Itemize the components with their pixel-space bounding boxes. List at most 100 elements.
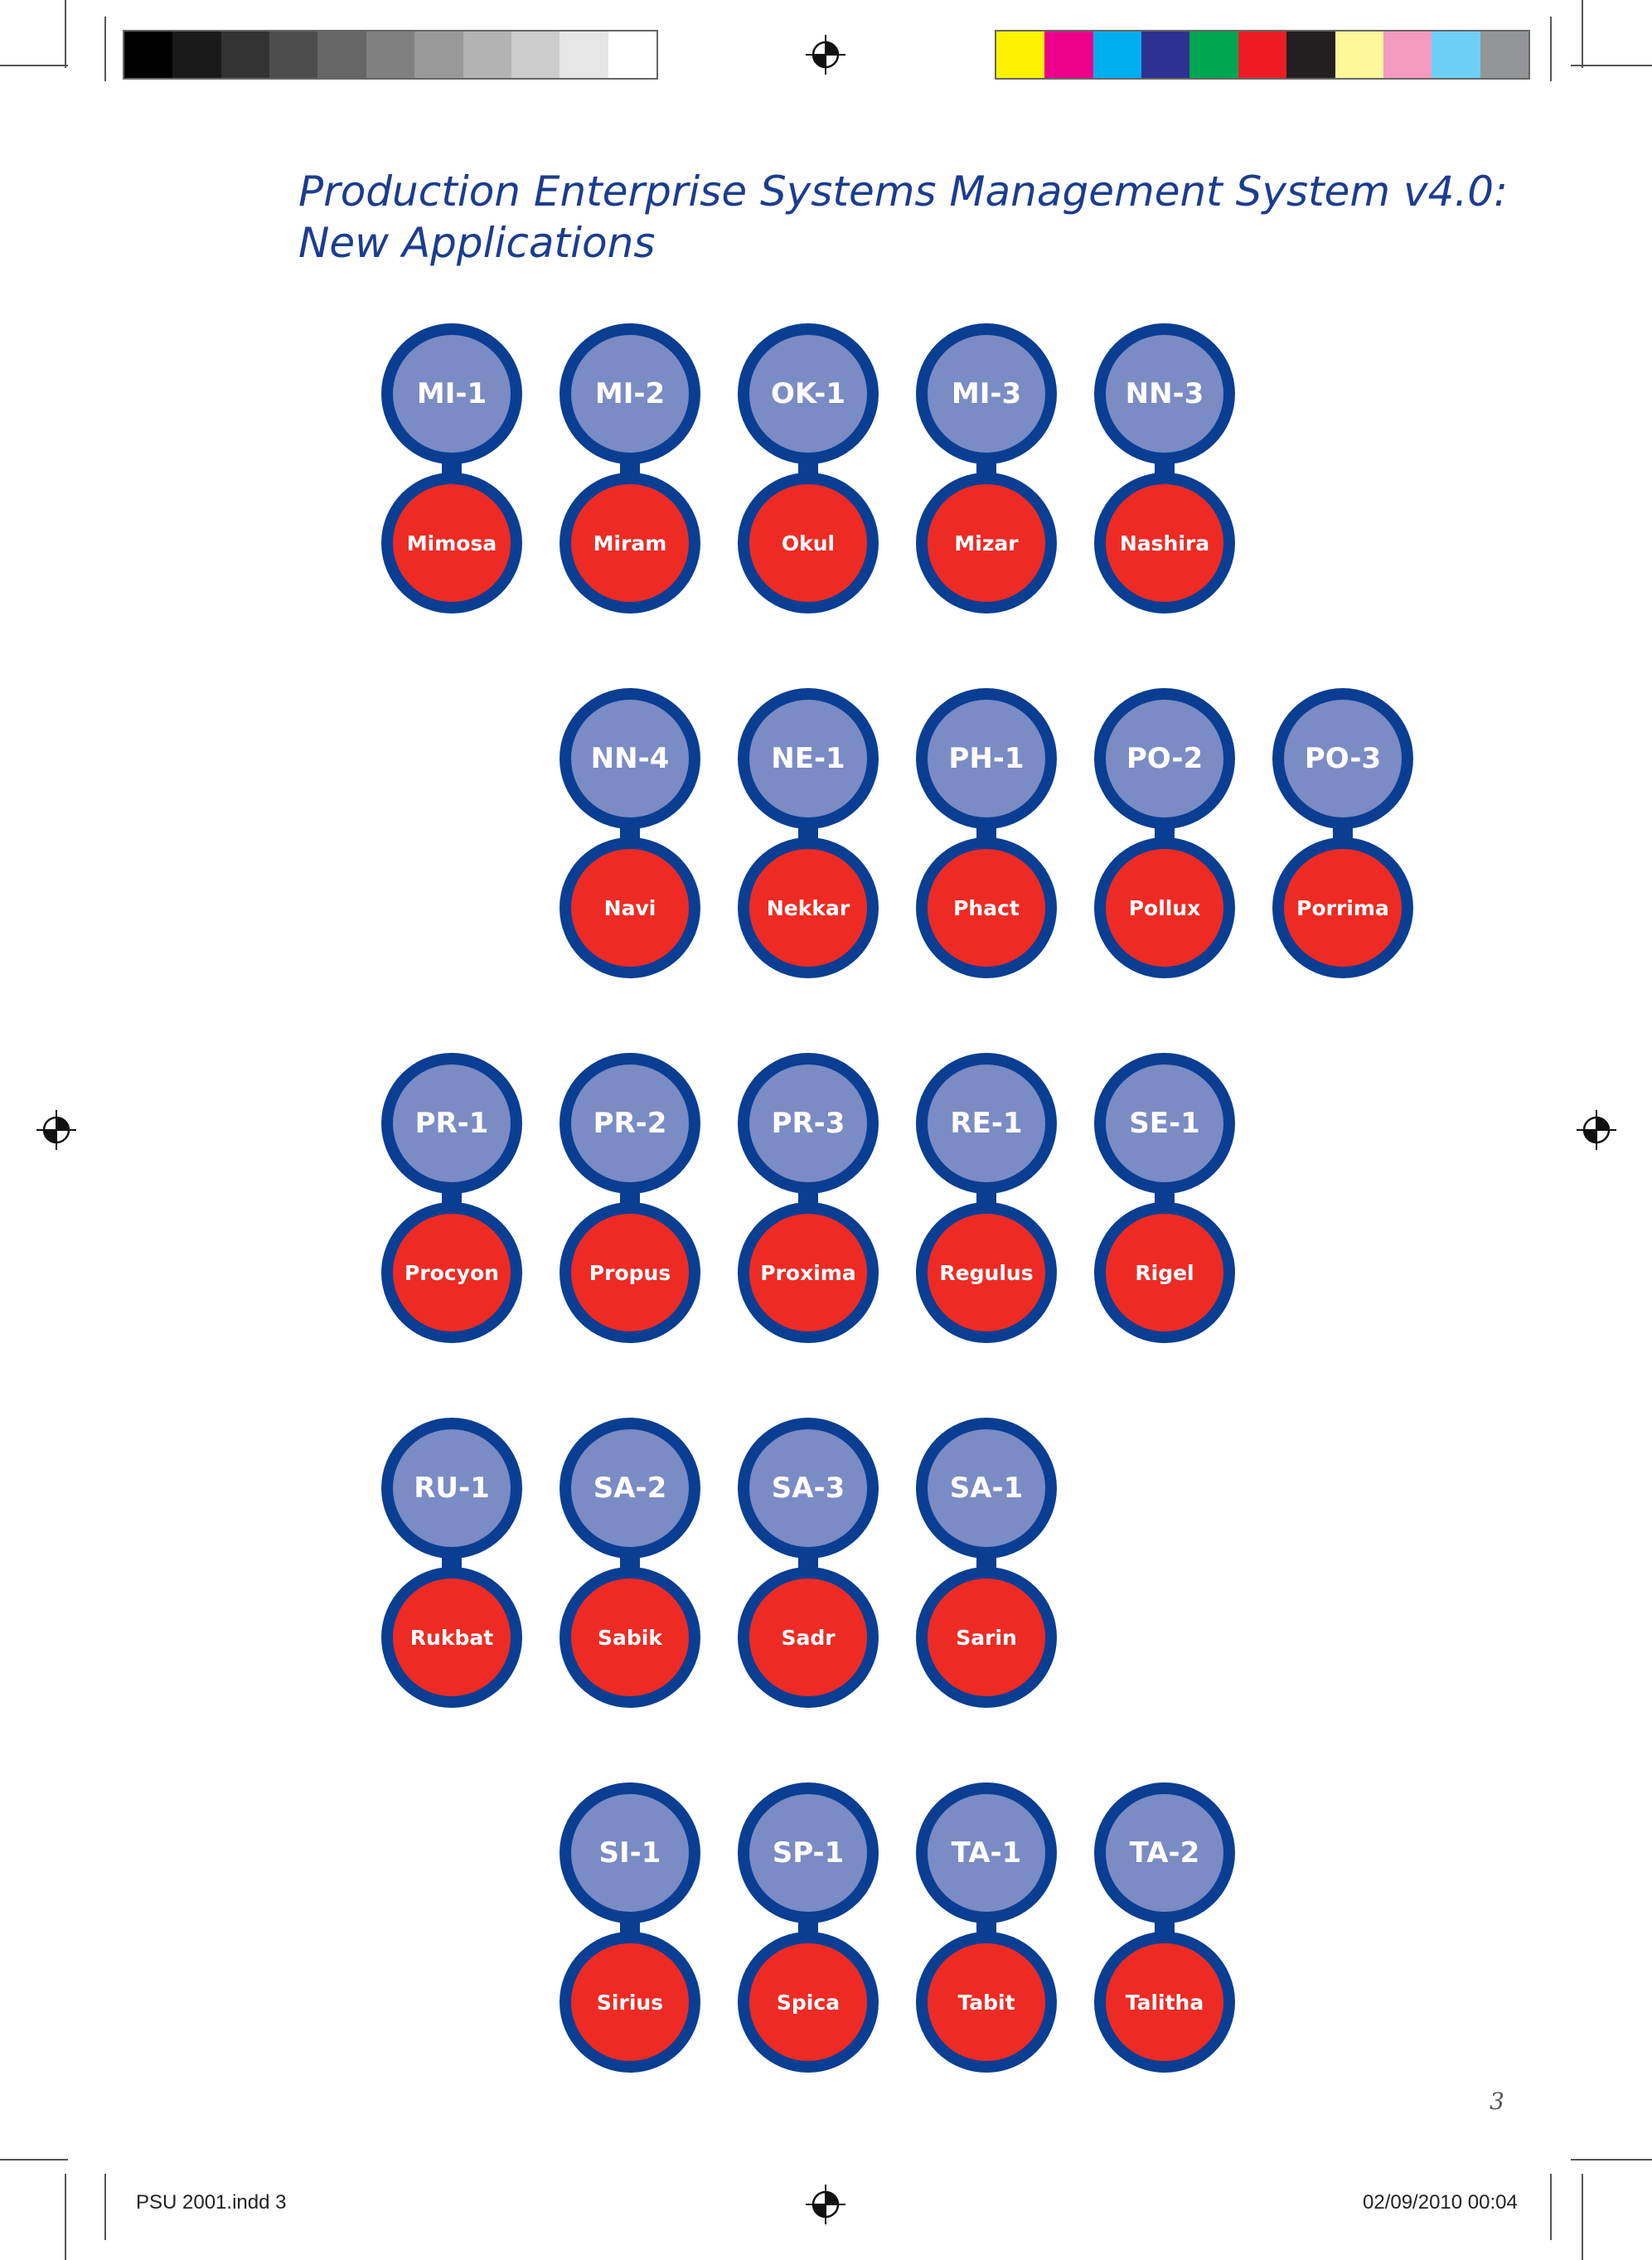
gray-swatch [317,32,366,78]
app-name: Proxima [749,1214,867,1331]
app-code: RE-1 [928,1065,1045,1182]
app-node: NE-1 Nekkar [738,688,879,978]
app-name: Nashira [1106,484,1223,602]
page-title-line-2: New Applications [298,219,656,267]
app-name: Sabik [571,1579,689,1696]
color-swatch [1238,32,1287,78]
app-code: MI-2 [571,335,689,453]
page-title-line-1: Production Enterprise Systems Management… [298,167,1508,216]
app-name-circle: Mizar [916,473,1057,613]
crop-mark [1571,65,1652,66]
app-name: Tabit [928,1943,1045,2061]
gray-swatch [608,32,656,78]
crop-mark [1550,17,1552,81]
print-slug-timestamp: 02/09/2010 00:04 [1363,2191,1518,2214]
app-node: PR-2 Propus [560,1053,700,1343]
color-swatch [996,32,1045,78]
app-node: SA-2 Sabik [560,1418,700,1708]
app-code-circle: PR-3 [738,1053,879,1194]
app-code: NE-1 [749,700,867,817]
crop-mark [1571,2159,1652,2161]
app-name: Miram [571,484,689,602]
app-node: PO-2 Pollux [1094,688,1235,978]
app-name-circle: Spica [738,1932,879,2073]
app-code: PO-3 [1284,700,1402,817]
gray-swatch [560,32,608,78]
app-node: MI-2 Miram [560,323,700,613]
app-name-circle: Proxima [738,1202,879,1343]
app-name: Regulus [928,1214,1045,1331]
app-name: Sarin [928,1579,1045,1696]
crop-mark [104,2174,106,2240]
app-node: MI-3 Mizar [916,323,1057,613]
gray-swatch [269,32,318,78]
color-swatch [1432,32,1480,78]
app-code: NN-3 [1106,335,1223,453]
app-name: Phact [928,849,1045,967]
app-code: MI-1 [393,335,511,453]
app-name: Procyon [393,1214,511,1331]
app-node: SA-1 Sarin [916,1418,1057,1708]
app-node: RU-1 Rukbat [381,1418,522,1708]
app-code-circle: NN-4 [560,688,700,829]
app-code-circle: SE-1 [1094,1053,1235,1194]
color-swatch [1383,32,1432,78]
color-swatch [1335,32,1383,78]
app-code: SI-1 [571,1794,689,1912]
color-swatch [1141,32,1190,78]
gray-swatch [220,32,270,78]
app-name-circle: Rigel [1094,1202,1235,1343]
registration-mark-icon [806,2185,845,2224]
app-name: Nekkar [749,849,867,967]
app-code-circle: PR-2 [560,1053,700,1194]
app-code: PH-1 [928,700,1045,817]
app-code: SA-3 [749,1429,867,1547]
app-name: Rigel [1106,1214,1223,1331]
app-node: SA-3 Sadr [738,1418,879,1708]
app-name: Propus [571,1214,689,1331]
app-code: MI-3 [928,335,1045,453]
app-name-circle: Sarin [916,1567,1057,1708]
page-title: Production Enterprise Systems Management… [298,166,1508,269]
app-code-circle: SA-1 [916,1418,1057,1559]
process-color-bar [995,30,1530,80]
gray-swatch [124,32,173,78]
app-node: RE-1 Regulus [916,1053,1057,1343]
app-name-circle: Nekkar [738,837,879,978]
app-node: PH-1 Phact [916,688,1057,978]
app-code-circle: SP-1 [738,1782,879,1923]
app-name-circle: Okul [738,473,879,613]
color-swatch [1092,32,1142,78]
crop-mark [0,65,68,66]
print-slug-filename: PSU 2001.indd 3 [136,2191,287,2214]
app-name: Sadr [749,1579,867,1696]
app-code: RU-1 [393,1429,511,1547]
color-swatch [1189,32,1238,78]
app-name-circle: Mimosa [381,473,522,613]
app-code-circle: TA-1 [916,1782,1057,1923]
app-code-circle: OK-1 [738,323,879,464]
app-node: OK-1 Okul [738,323,879,613]
app-code-circle: MI-3 [916,323,1057,464]
crop-mark [1582,2174,1583,2260]
app-name: Rukbat [393,1579,511,1696]
registration-mark-icon [1577,1110,1616,1150]
app-code-circle: RE-1 [916,1053,1057,1194]
color-swatch [1044,32,1093,78]
app-name: Spica [749,1943,867,2061]
app-code: PR-2 [571,1065,689,1182]
app-name-circle: Navi [560,837,700,978]
app-code-circle: PO-2 [1094,688,1235,829]
gray-swatch [414,32,463,78]
app-name-circle: Rukbat [381,1567,522,1708]
app-name-circle: Tabit [916,1932,1057,2073]
app-node: NN-4 Navi [560,688,700,978]
app-code-circle: NN-3 [1094,323,1235,464]
app-node: SP-1 Spica [738,1782,879,2073]
app-node: SE-1 Rigel [1094,1053,1235,1343]
app-name-circle: Regulus [916,1202,1057,1343]
app-node: PO-3 Porrima [1272,688,1413,978]
app-name: Porrima [1284,849,1402,967]
app-name: Sirius [571,1943,689,2061]
app-node: TA-2 Talitha [1094,1782,1235,2073]
